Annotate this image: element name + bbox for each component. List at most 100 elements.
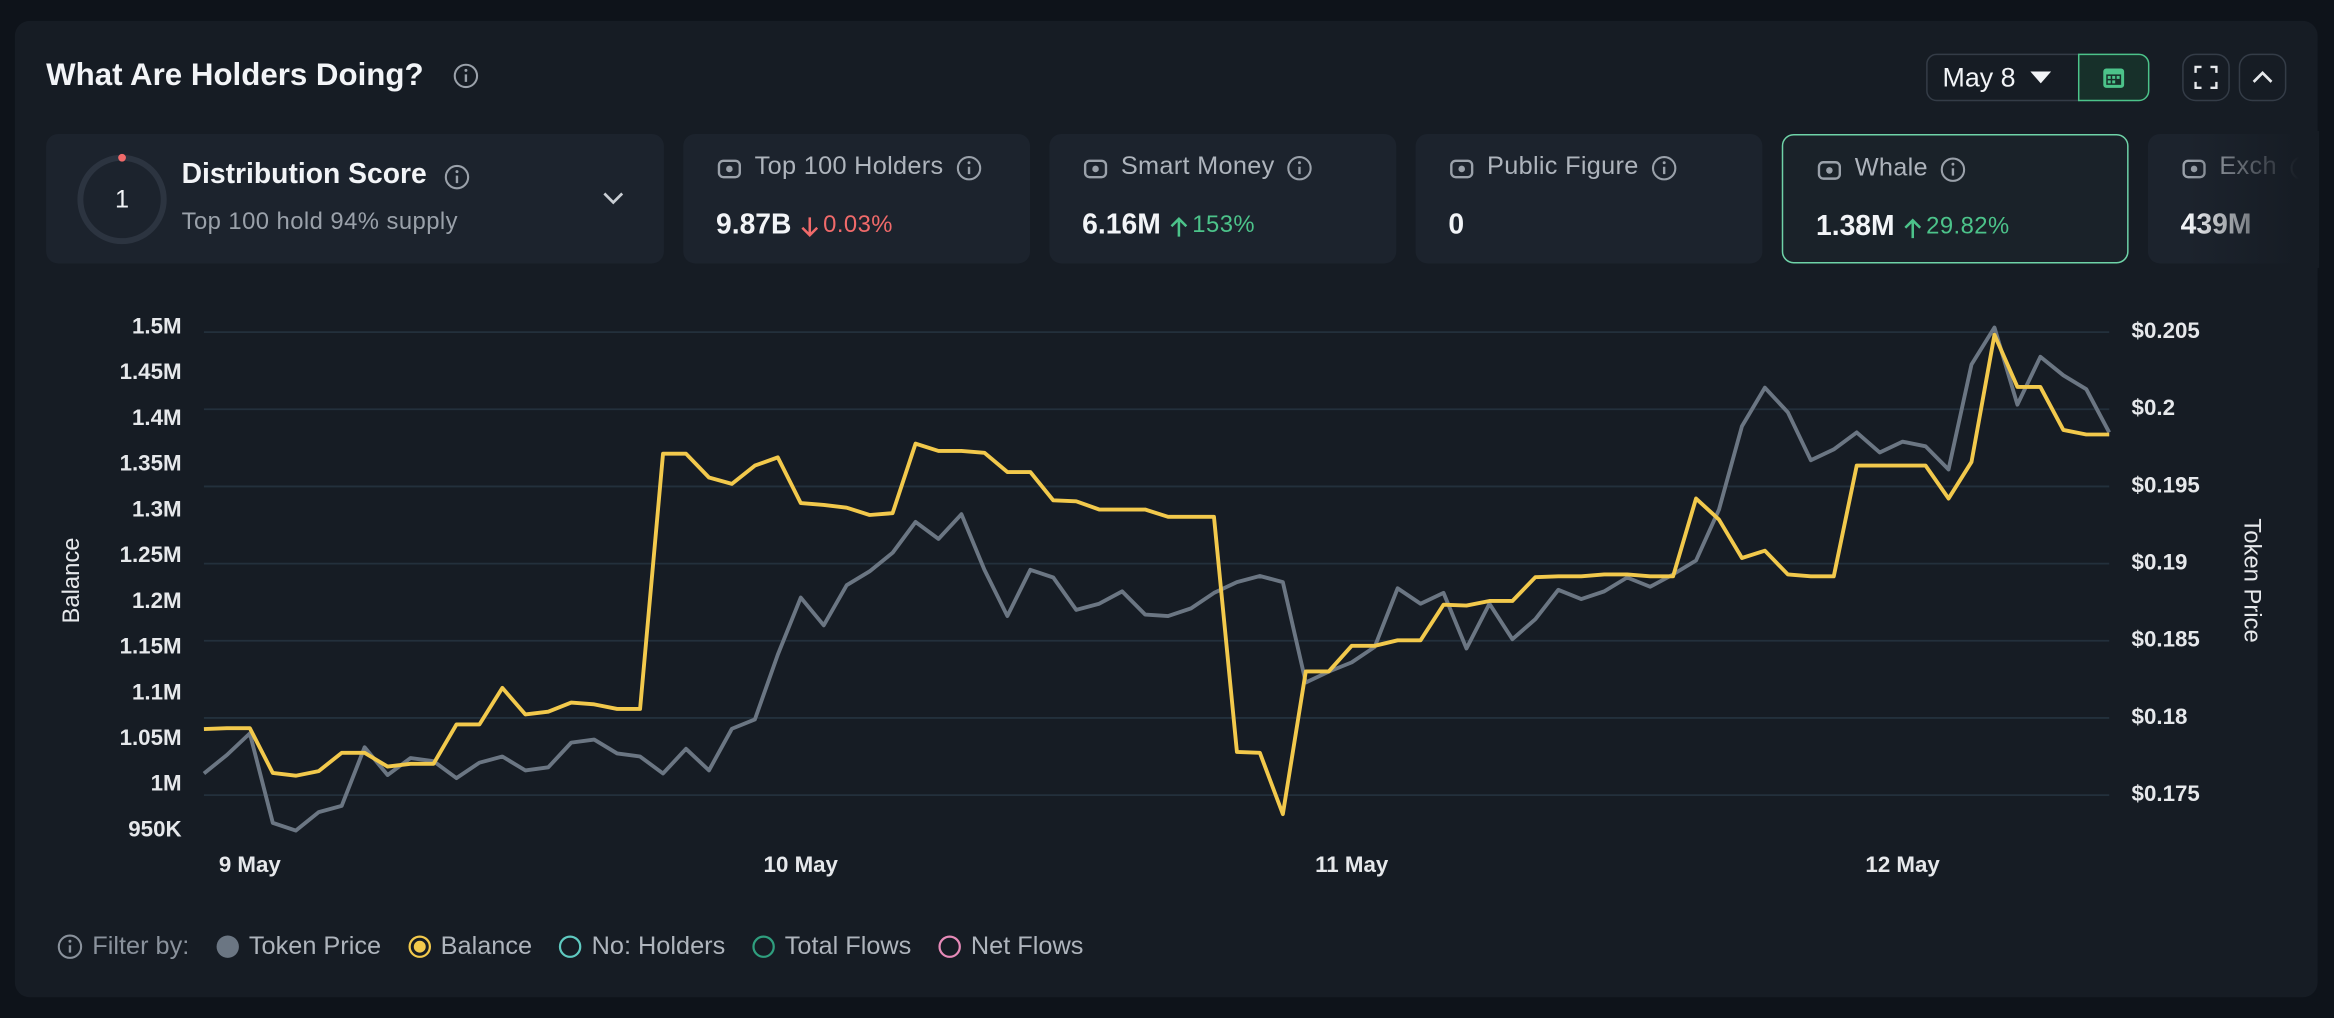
- y-tick-label: 1.45M: [120, 359, 182, 384]
- icon-shape: [1826, 167, 1833, 174]
- y2-tick-label: $0.18: [2132, 704, 2188, 729]
- info-icon[interactable]: [444, 164, 471, 191]
- score-value: 1: [115, 186, 129, 214]
- calendar-icon: [2103, 68, 2125, 88]
- arrow-shape: [1904, 217, 1922, 238]
- info-icon[interactable]: [1940, 156, 1967, 183]
- distribution-title: Distribution Score: [181, 159, 427, 191]
- arrow-shape: [801, 216, 819, 237]
- metric-card[interactable]: Smart Money 6.16M 153%: [1049, 133, 1397, 264]
- y-tick-label: 1.15M: [120, 634, 182, 659]
- filter-dot: [216, 935, 240, 958]
- metric-cards: Top 100 Holders 9.87B 0.03% Smart Money 6.16…: [46, 0, 2318, 298]
- scroll-fade: [2188, 130, 2320, 268]
- change-text: 29.82%: [1926, 214, 2010, 240]
- card-change: 29.82%: [1904, 214, 2010, 241]
- y2-tick-label: $0.205: [2132, 318, 2200, 343]
- filter-option[interactable]: Token Price: [216, 932, 381, 962]
- icon-shape: [1450, 159, 1474, 179]
- y-tick-label: 1.25M: [120, 542, 182, 567]
- series-line: [202, 325, 2111, 833]
- card-value: 0: [1448, 209, 1465, 242]
- card-label: Public Figure: [1487, 151, 1639, 181]
- filter-dot: [752, 935, 776, 958]
- widget-title: What Are Holders Doing?: [46, 58, 424, 93]
- y-tick-label: 950K: [128, 816, 181, 841]
- change-text: 153%: [1192, 212, 1256, 239]
- card-value: 1.38M: [1815, 211, 1895, 243]
- calendar-button[interactable]: [2077, 53, 2150, 102]
- card-label: Top 100 Holders: [754, 151, 944, 181]
- x-tick-label: 9 May: [219, 852, 282, 877]
- date-dropdown[interactable]: May 8: [1926, 53, 2080, 102]
- card-value: 9.87B: [715, 209, 792, 242]
- collapse-button[interactable]: [2238, 53, 2287, 102]
- fullscreen-button[interactable]: [2182, 53, 2230, 102]
- card-icon: [1083, 159, 1108, 179]
- series-line: [203, 332, 2110, 817]
- fullscreen-icon: [2194, 65, 2218, 90]
- filter-option[interactable]: Total Flows: [752, 932, 911, 962]
- distribution-card[interactable]: 1 Distribution Score Top 100 hold 94% su…: [46, 133, 664, 264]
- y2-tick-label: $0.185: [2132, 627, 2200, 652]
- icon-shape: [1458, 165, 1466, 173]
- y-tick-label: 1.05M: [120, 725, 182, 750]
- caret-icon: [2030, 71, 2052, 84]
- y-tick-label: 1.5M: [132, 313, 182, 338]
- metric-card[interactable]: Public Figure 0: [1415, 133, 1763, 264]
- filter-option[interactable]: Net Flows: [938, 932, 1083, 962]
- dot-shape: [938, 935, 962, 958]
- card-change: 0.03%: [801, 213, 893, 240]
- info-icon[interactable]: [1651, 155, 1678, 182]
- card-label: Smart Money: [1120, 151, 1275, 181]
- card-icon: [1450, 159, 1474, 179]
- arrow-shape: [1170, 216, 1188, 236]
- y-tick-label: 1M: [151, 771, 182, 796]
- dot-shape: [752, 935, 776, 958]
- date-text: May 8: [1942, 61, 2016, 92]
- change-arrow: [801, 216, 819, 237]
- icon-shape: [1092, 165, 1099, 173]
- card-icon: [717, 159, 741, 179]
- score-gauge: 1: [77, 153, 167, 245]
- y2-tick-label: $0.175: [2132, 781, 2200, 806]
- dot-shape: [216, 935, 240, 958]
- card-value: 6.16M: [1082, 209, 1161, 242]
- legend-label: No: Holders: [591, 931, 726, 961]
- dot-shape: [408, 935, 432, 958]
- filter-dot: [938, 935, 962, 958]
- legend-label: Total Flows: [784, 931, 912, 961]
- info-icon[interactable]: [453, 63, 480, 90]
- filter-option[interactable]: No: Holders: [559, 932, 725, 962]
- change-arrow: [1170, 216, 1188, 236]
- metric-card[interactable]: Whale 1.38M 29.82%: [1781, 133, 2129, 264]
- change-text: 0.03%: [823, 212, 893, 239]
- dot-shape: [559, 935, 583, 958]
- filter-label: Filter by:: [92, 931, 190, 961]
- x-tick-label: 10 May: [764, 852, 839, 877]
- x-tick-label: 12 May: [1865, 852, 1940, 877]
- info-icon[interactable]: [57, 933, 84, 960]
- filter-option[interactable]: Balance: [408, 932, 532, 962]
- change-arrow: [1904, 217, 1922, 238]
- y2-tick-label: $0.19: [2132, 549, 2188, 574]
- distribution-subtitle: Top 100 hold 94% supply: [181, 209, 459, 236]
- icon-shape: [1083, 159, 1108, 179]
- info-icon[interactable]: [1286, 155, 1313, 182]
- metric-card[interactable]: Top 100 Holders 9.87B 0.03%: [683, 133, 1031, 264]
- y-axis-title: Balance: [58, 538, 85, 624]
- legend-label: Net Flows: [970, 931, 1084, 961]
- y-tick-label: 1.35M: [120, 451, 182, 476]
- y-tick-label: 1.4M: [132, 405, 182, 430]
- icon-shape: [1817, 161, 1842, 180]
- x-tick-label: 11 May: [1315, 852, 1389, 877]
- chevron-down-icon[interactable]: [603, 192, 624, 205]
- info-icon[interactable]: [956, 155, 983, 182]
- card-icon: [1817, 161, 1842, 180]
- filter-bar: Filter by: Token Price Balance No: Holders…: [57, 930, 1084, 963]
- icon-shape: [726, 165, 733, 173]
- card-label: Whale: [1854, 153, 1928, 182]
